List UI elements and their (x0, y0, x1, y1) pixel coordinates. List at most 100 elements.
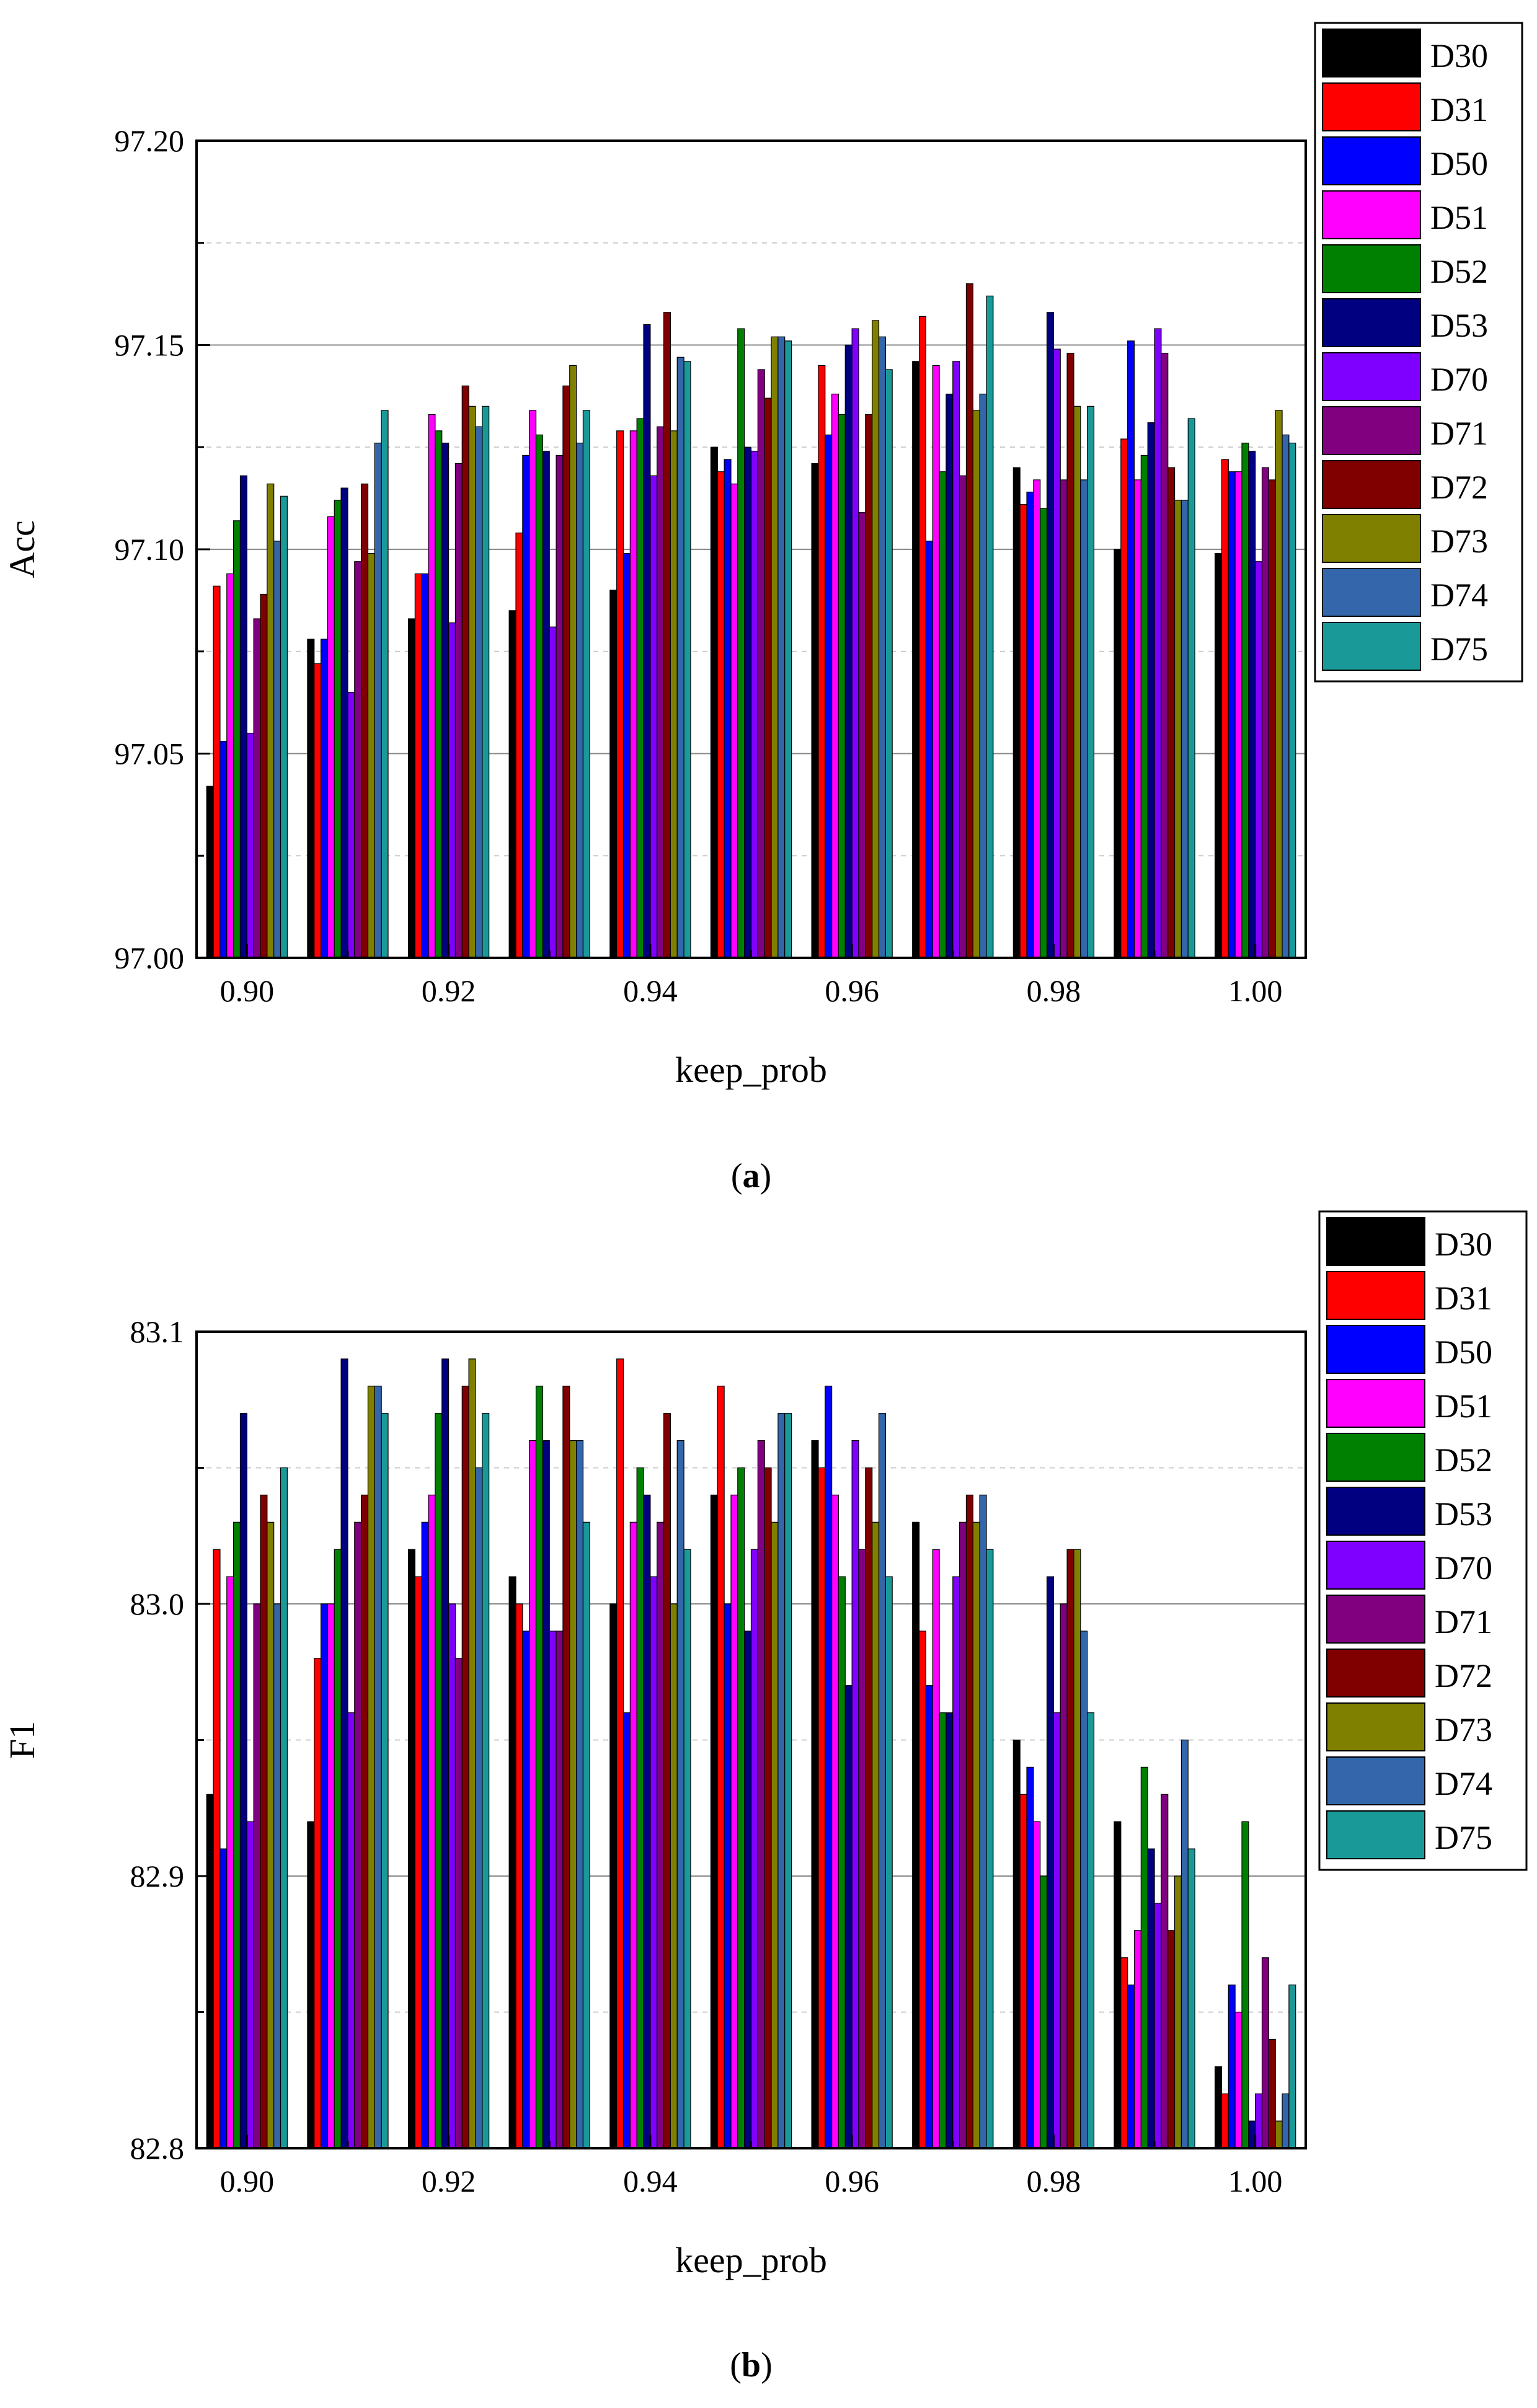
bar-d75 (381, 410, 389, 958)
bar-d53 (441, 1358, 450, 2149)
bar-d72 (764, 1467, 772, 2149)
bar-d31 (918, 316, 927, 958)
y-tick-label: 83.0 (130, 1587, 185, 1621)
bar-d73 (670, 430, 678, 958)
bar-d75 (784, 1413, 792, 2149)
bar-d70 (1255, 2093, 1263, 2149)
bar-d75 (582, 1521, 590, 2149)
bar-d75 (885, 1576, 893, 2149)
bar-d74 (575, 1440, 584, 2149)
y-tick-label: 97.10 (115, 532, 185, 567)
y-tick-label: 97.05 (115, 737, 185, 771)
legend-swatch-d50 (1326, 1325, 1425, 1374)
bar-d72 (361, 1494, 369, 2149)
bar-d50 (320, 1603, 329, 2149)
bar-d72 (865, 1467, 873, 2149)
bar-d70 (549, 626, 557, 958)
bar-d30 (1012, 467, 1021, 958)
bar-d53 (643, 1494, 651, 2149)
bar-d74 (475, 426, 483, 958)
bar-d50 (219, 1848, 228, 2149)
x-tick-label: 0.90 (220, 2164, 275, 2198)
bar-d53 (340, 1358, 348, 2149)
bar-d30 (206, 1794, 214, 2149)
legend-label: D70 (1435, 1549, 1492, 1587)
legend-label: D53 (1435, 1495, 1492, 1533)
legend-swatch-d53 (1322, 298, 1421, 347)
legend-swatch-d52 (1322, 244, 1421, 293)
bar-d30 (1215, 2066, 1223, 2149)
bar-d53 (744, 1631, 752, 2149)
bar-d71 (1261, 467, 1269, 958)
x-tick-label: 0.96 (825, 973, 879, 1008)
bar-d73 (569, 1440, 577, 2149)
bar-d51 (730, 1494, 738, 2149)
legend-swatch-d75 (1326, 1810, 1425, 1859)
legend-label: D73 (1430, 523, 1488, 560)
panel-b-caption-letter: b (742, 2346, 761, 2384)
bar-d51 (1033, 479, 1041, 958)
bar-d74 (979, 393, 987, 958)
bar-d30 (307, 1821, 315, 2149)
bar-d50 (1026, 492, 1034, 958)
legend-label: D73 (1435, 1711, 1492, 1748)
legend-label: D52 (1435, 1441, 1492, 1479)
bar-d31 (1019, 1794, 1027, 2149)
bar-d75 (986, 1549, 994, 2149)
bar-d71 (657, 1521, 665, 2149)
bar-d70 (952, 361, 960, 958)
bar-d50 (421, 573, 429, 958)
bar-d53 (844, 1685, 853, 2149)
legend-label: D74 (1430, 577, 1488, 614)
bar-d53 (946, 393, 954, 958)
legend-swatch-d30 (1326, 1217, 1425, 1266)
bar-d73 (1073, 1549, 1081, 2149)
bar-d73 (367, 552, 375, 958)
bar-d73 (569, 365, 577, 958)
bar-d53 (1147, 422, 1155, 958)
bar-d72 (461, 385, 469, 958)
panel-b-y-axis: 82.8 82.9 83.0 83.1 (130, 1314, 210, 2166)
bar-d73 (1275, 410, 1283, 958)
bar-d74 (374, 1386, 382, 2149)
x-tick-label: 0.98 (1027, 973, 1081, 1008)
bar-d31 (1221, 459, 1229, 958)
bar-d73 (267, 483, 275, 958)
bar-d30 (307, 639, 315, 958)
panel-b-y-axis-label: F1 (2, 1721, 42, 1759)
bar-d75 (482, 405, 490, 958)
bar-d72 (1066, 1549, 1074, 2149)
panel-b-caption: (b) (730, 2346, 772, 2384)
y-tick-label: 97.00 (115, 941, 185, 975)
legend-swatch-d74 (1326, 1756, 1425, 1805)
bar-d70 (246, 1821, 254, 2149)
bar-d70 (650, 475, 658, 958)
legend-swatch-d30 (1322, 29, 1421, 77)
bar-d51 (629, 430, 637, 958)
bar-d30 (508, 610, 516, 958)
panel-a-legend: D30 D31 D50 D51 D52 D53 D70 D71 D72 D73 D74 D75 (1314, 22, 1523, 683)
bar-d72 (663, 1413, 671, 2149)
bar-d53 (340, 487, 348, 958)
bar-d74 (1282, 434, 1290, 958)
bar-d53 (643, 324, 651, 958)
x-tick-label: 0.94 (623, 2164, 678, 2198)
bar-d50 (622, 1712, 631, 2149)
legend-label: D50 (1435, 1334, 1492, 1371)
bar-d30 (1114, 549, 1122, 958)
bar-d52 (233, 520, 241, 958)
panel-a-caption: (a) (731, 1157, 771, 1195)
bar-d30 (508, 1576, 516, 2149)
y-tick-label: 97.15 (115, 328, 185, 363)
bar-d52 (1040, 508, 1048, 958)
bar-d52 (1241, 443, 1249, 958)
legend-swatch-d73 (1322, 514, 1421, 563)
bar-d53 (844, 344, 853, 958)
bar-d75 (784, 340, 792, 958)
bar-d71 (959, 475, 967, 958)
bar-d50 (1026, 1766, 1034, 2149)
bar-d73 (1073, 405, 1081, 958)
bar-d50 (1228, 1985, 1236, 2149)
bar-d74 (979, 1494, 987, 2149)
bar-d50 (825, 434, 833, 958)
